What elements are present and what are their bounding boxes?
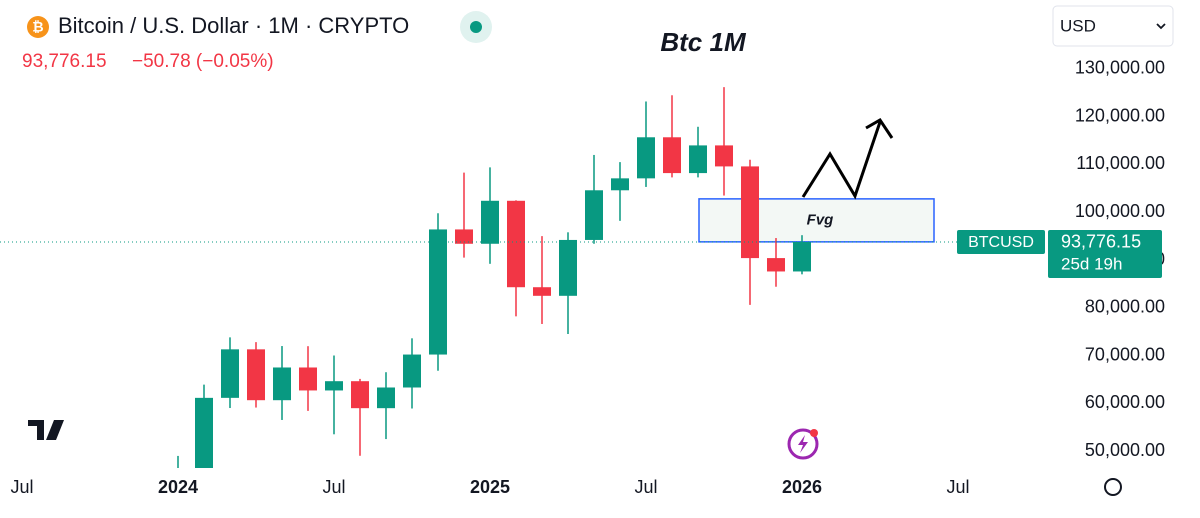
tv-logo — [28, 420, 64, 440]
candle-body — [637, 137, 655, 179]
fvg-zone — [698, 198, 935, 243]
fvg-label: Fvg — [807, 211, 834, 228]
candle-body — [533, 287, 551, 296]
x-tick-label: Jul — [634, 477, 657, 497]
symbol-tag-label: BTCUSD — [968, 234, 1034, 251]
candle-body — [663, 137, 681, 174]
candle-body — [195, 397, 213, 468]
chart-title: Btc 1M — [660, 27, 747, 57]
candle-body — [559, 239, 577, 296]
candle-body — [221, 349, 239, 398]
candle-body — [429, 229, 447, 355]
candle-body — [377, 387, 395, 409]
dropdown-caret — [1156, 23, 1166, 30]
y-tick-label: 50,000.00 — [1085, 440, 1165, 460]
candle-body — [741, 166, 759, 259]
candle-body — [325, 381, 343, 391]
candle-body — [247, 349, 265, 401]
candle-body — [455, 229, 473, 244]
x-tick-label: 2024 — [158, 477, 198, 497]
y-tick-label: 130,000.00 — [1075, 58, 1165, 78]
x-tick-label: 2026 — [782, 477, 822, 497]
event-bolt — [798, 435, 808, 453]
y-tick-label: 80,000.00 — [1085, 297, 1165, 317]
y-tick-label: 70,000.00 — [1085, 344, 1165, 364]
event-icon[interactable] — [787, 428, 819, 460]
event-dot — [810, 429, 818, 437]
x-tick-label: Jul — [946, 477, 969, 497]
candle-body — [299, 367, 317, 391]
x-tick-label: Jul — [10, 477, 33, 497]
status-dot — [470, 21, 482, 33]
candle-body — [767, 258, 785, 272]
candle-body — [273, 367, 291, 401]
currency-select[interactable] — [1052, 5, 1174, 47]
symbol-title: Bitcoin / U.S. Dollar · 1M · CRYPTO — [58, 13, 409, 38]
candle-body — [507, 200, 525, 288]
y-tick-label: 100,000.00 — [1075, 201, 1165, 221]
settings-icon[interactable] — [1104, 478, 1122, 496]
candle-body — [715, 145, 733, 167]
candle-body — [793, 241, 811, 272]
x-tick-label: Jul — [322, 477, 345, 497]
candle-body — [351, 381, 369, 409]
price-tag — [1048, 229, 1162, 278]
btc-icon — [27, 16, 49, 38]
y-tick-label: 60,000.00 — [1085, 392, 1165, 412]
price-tag-label: 93,776.15 — [1061, 232, 1141, 252]
price: 93,776.15 — [22, 51, 107, 72]
x-tick-label: 2025 — [470, 477, 510, 497]
symbol-tag — [957, 229, 1045, 254]
currency-label: USD — [1060, 16, 1096, 35]
y-tick-label: 110,000.00 — [1076, 153, 1165, 173]
btc-icon-glyph: ₿ — [32, 19, 43, 35]
candle-body — [403, 354, 421, 388]
candle-body — [585, 190, 603, 240]
candle-body — [689, 145, 707, 174]
price-change: −50.78 (−0.05%) — [132, 51, 274, 72]
candle-body — [481, 200, 499, 244]
y-tick-label: 120,000.00 — [1075, 105, 1165, 125]
plot: 50,000.0060,000.0070,000.0080,000.0090,0… — [0, 58, 1165, 497]
candle-body — [611, 178, 629, 191]
projection-arrow — [801, 118, 894, 200]
countdown-label: 25d 19h — [1061, 254, 1122, 273]
